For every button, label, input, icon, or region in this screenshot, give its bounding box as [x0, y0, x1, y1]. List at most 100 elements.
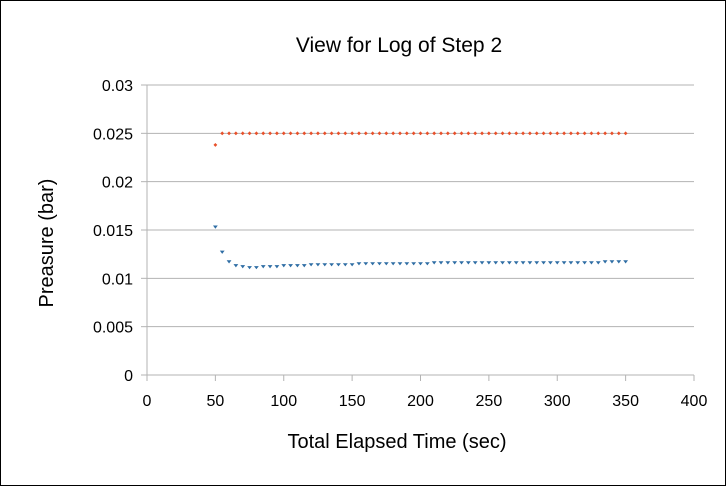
- series-1-point: [514, 131, 519, 136]
- x-tick-label: 350: [612, 393, 639, 410]
- x-tick-label: 100: [270, 393, 297, 410]
- series-2-point: [554, 261, 560, 265]
- series-2-point: [513, 261, 519, 265]
- series-1-point: [391, 131, 396, 136]
- series-1-point: [452, 131, 457, 136]
- series-2-point: [595, 261, 601, 265]
- series-2-point: [383, 262, 389, 266]
- series-1-point: [233, 131, 238, 136]
- series-1-point: [377, 131, 382, 136]
- series-2-point: [342, 263, 348, 267]
- x-tick-label: 200: [407, 393, 434, 410]
- series-1-point: [603, 131, 608, 136]
- series-1-point: [493, 131, 498, 136]
- series-2-point: [315, 263, 321, 267]
- series-2-point: [527, 261, 533, 265]
- series-1-point: [295, 131, 300, 136]
- series-1-point: [528, 131, 532, 136]
- series-1-point: [398, 131, 402, 136]
- series-1-point: [411, 131, 416, 136]
- series-1-point: [268, 131, 272, 136]
- series-2-point: [295, 264, 300, 268]
- series-1-point: [521, 131, 525, 136]
- axes: [141, 84, 695, 381]
- series-2-point: [493, 261, 499, 265]
- series-2-point: [602, 260, 608, 264]
- series-2-point: [226, 260, 232, 264]
- series-2-point: [616, 260, 622, 264]
- series-2-point: [397, 262, 403, 266]
- grid-lines: [147, 84, 694, 376]
- series-1-point: [623, 131, 628, 136]
- series-2-point: [254, 266, 259, 270]
- series-1-point: [281, 131, 286, 136]
- series-1-point: [480, 131, 484, 136]
- x-axis-label: Total Elapsed Time (sec): [288, 431, 507, 453]
- series-2-point: [452, 261, 458, 265]
- x-tick-label: 250: [476, 393, 503, 410]
- series-1-point: [336, 131, 341, 136]
- series-2-point: [301, 264, 307, 268]
- series-1-point: [220, 131, 225, 136]
- series-2-point: [472, 261, 478, 265]
- series-2-point: [281, 264, 287, 268]
- series-2-point: [404, 262, 410, 266]
- series-1-point: [322, 131, 327, 136]
- series-1-point: [261, 131, 266, 136]
- series-2-point: [561, 261, 567, 265]
- y-tick-label: 0.03: [102, 78, 133, 95]
- series-2-point: [288, 264, 293, 268]
- series-2-point: [486, 261, 492, 265]
- series-2-point: [390, 262, 396, 266]
- series-1-point: [302, 131, 307, 136]
- series-2-point: [260, 265, 266, 269]
- y-tick-label: 0.005: [93, 320, 133, 337]
- series-1-point: [500, 131, 505, 136]
- chart-title: View for Log of Step 2: [296, 34, 502, 57]
- series-2-point: [274, 265, 280, 269]
- series-2-point: [329, 263, 335, 267]
- series-2-point: [363, 262, 369, 266]
- series-1-point: [343, 131, 348, 136]
- series-1-point: [569, 131, 573, 136]
- series-1-point: [254, 131, 259, 136]
- series-2-point: [370, 262, 376, 266]
- series-1-point: [445, 131, 450, 136]
- data-points: [212, 131, 629, 270]
- series-2-point: [212, 225, 218, 229]
- series-2-point: [356, 262, 362, 266]
- series-1-point: [439, 131, 443, 136]
- series-1-point: [432, 131, 437, 136]
- series-2-point: [247, 266, 252, 270]
- series-1-point: [227, 131, 231, 136]
- series-1-point: [589, 131, 594, 136]
- series-2-point: [534, 261, 540, 265]
- series-2-point: [589, 261, 594, 265]
- x-tick-label: 300: [544, 393, 571, 410]
- series-1-point: [596, 131, 601, 136]
- series-2-point: [582, 261, 587, 265]
- series-2-point: [431, 261, 437, 265]
- series-1-point: [534, 131, 539, 136]
- x-tick-label: 50: [206, 393, 224, 410]
- series-2-point: [479, 261, 485, 265]
- series-1-point: [425, 131, 430, 136]
- series-2-point: [377, 262, 382, 266]
- series-2-point: [609, 260, 615, 264]
- series-2-point: [322, 263, 328, 267]
- y-tick-label: 0.02: [102, 175, 133, 192]
- series-2-point: [418, 262, 423, 266]
- series-2-point: [575, 261, 581, 265]
- series-2-point: [336, 263, 341, 267]
- series-2-point: [267, 265, 273, 269]
- series-1-point: [575, 131, 580, 136]
- series-2-point: [424, 262, 430, 266]
- series-1-point: [370, 131, 375, 136]
- y-tick-label: 0.015: [93, 223, 133, 240]
- series-1-point: [507, 131, 512, 136]
- series-1-point: [466, 131, 471, 136]
- series-2-point: [411, 262, 417, 266]
- series-1-point: [555, 131, 560, 136]
- series-1-point: [357, 131, 361, 136]
